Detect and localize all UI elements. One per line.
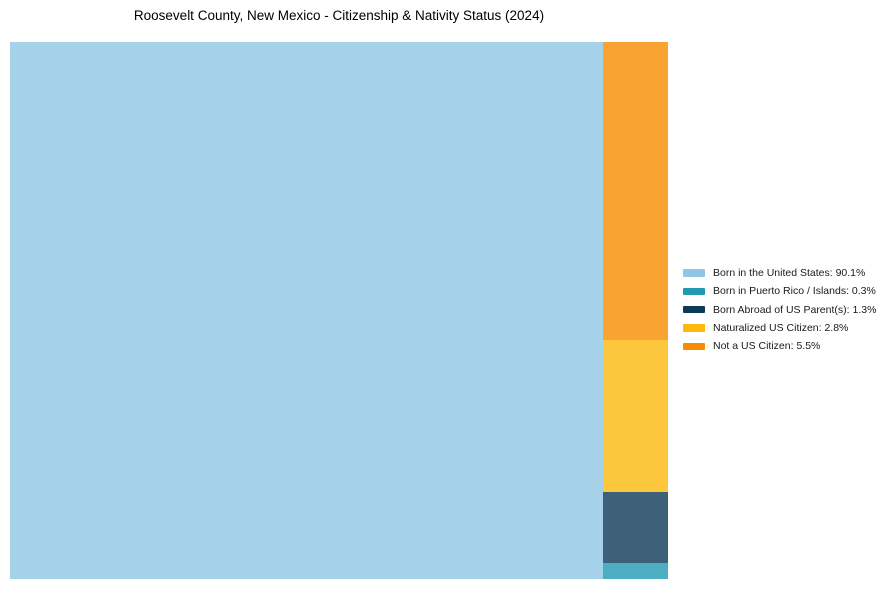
treemap-block-born-in-the-united-states[interactable] [10, 42, 603, 579]
legend-swatch-icon [683, 269, 705, 277]
legend-swatch-icon [683, 305, 705, 314]
legend-label: Naturalized US Citizen: 2.8% [713, 322, 849, 335]
legend: Born in the United States: 90.1% Born in … [683, 264, 876, 355]
legend-label: Not a US Citizen: 5.5% [713, 340, 821, 353]
treemap-block-naturalized-us-citizen[interactable] [602, 340, 668, 493]
treemap-block-not-a-us-citizen[interactable] [602, 42, 668, 341]
legend-label: Born Abroad of US Parent(s): 1.3% [713, 303, 877, 316]
treemap-block-born-in-puerto-rico-islands[interactable] [602, 562, 668, 579]
legend-swatch-icon [683, 287, 705, 296]
treemap-plot-area [10, 42, 668, 579]
legend-label: Born in Puerto Rico / Islands: 0.3% [713, 285, 876, 298]
legend-row-born-abroad-of-us-parent-s: Born Abroad of US Parent(s): 1.3% [683, 301, 876, 319]
legend-row-naturalized-us-citizen: Naturalized US Citizen: 2.8% [683, 319, 876, 337]
legend-row-born-in-puerto-rico-islands: Born in Puerto Rico / Islands: 0.3% [683, 282, 876, 300]
legend-swatch-icon [683, 342, 705, 351]
legend-label: Born in the United States: 90.1% [713, 267, 866, 280]
legend-swatch-icon [683, 324, 705, 332]
legend-row-not-a-us-citizen: Not a US Citizen: 5.5% [683, 337, 876, 355]
legend-row-born-in-the-united-states: Born in the United States: 90.1% [683, 264, 876, 282]
chart-title: Roosevelt County, New Mexico - Citizensh… [133, 8, 545, 23]
treemap-block-born-abroad-of-us-parent-s[interactable] [602, 492, 668, 563]
